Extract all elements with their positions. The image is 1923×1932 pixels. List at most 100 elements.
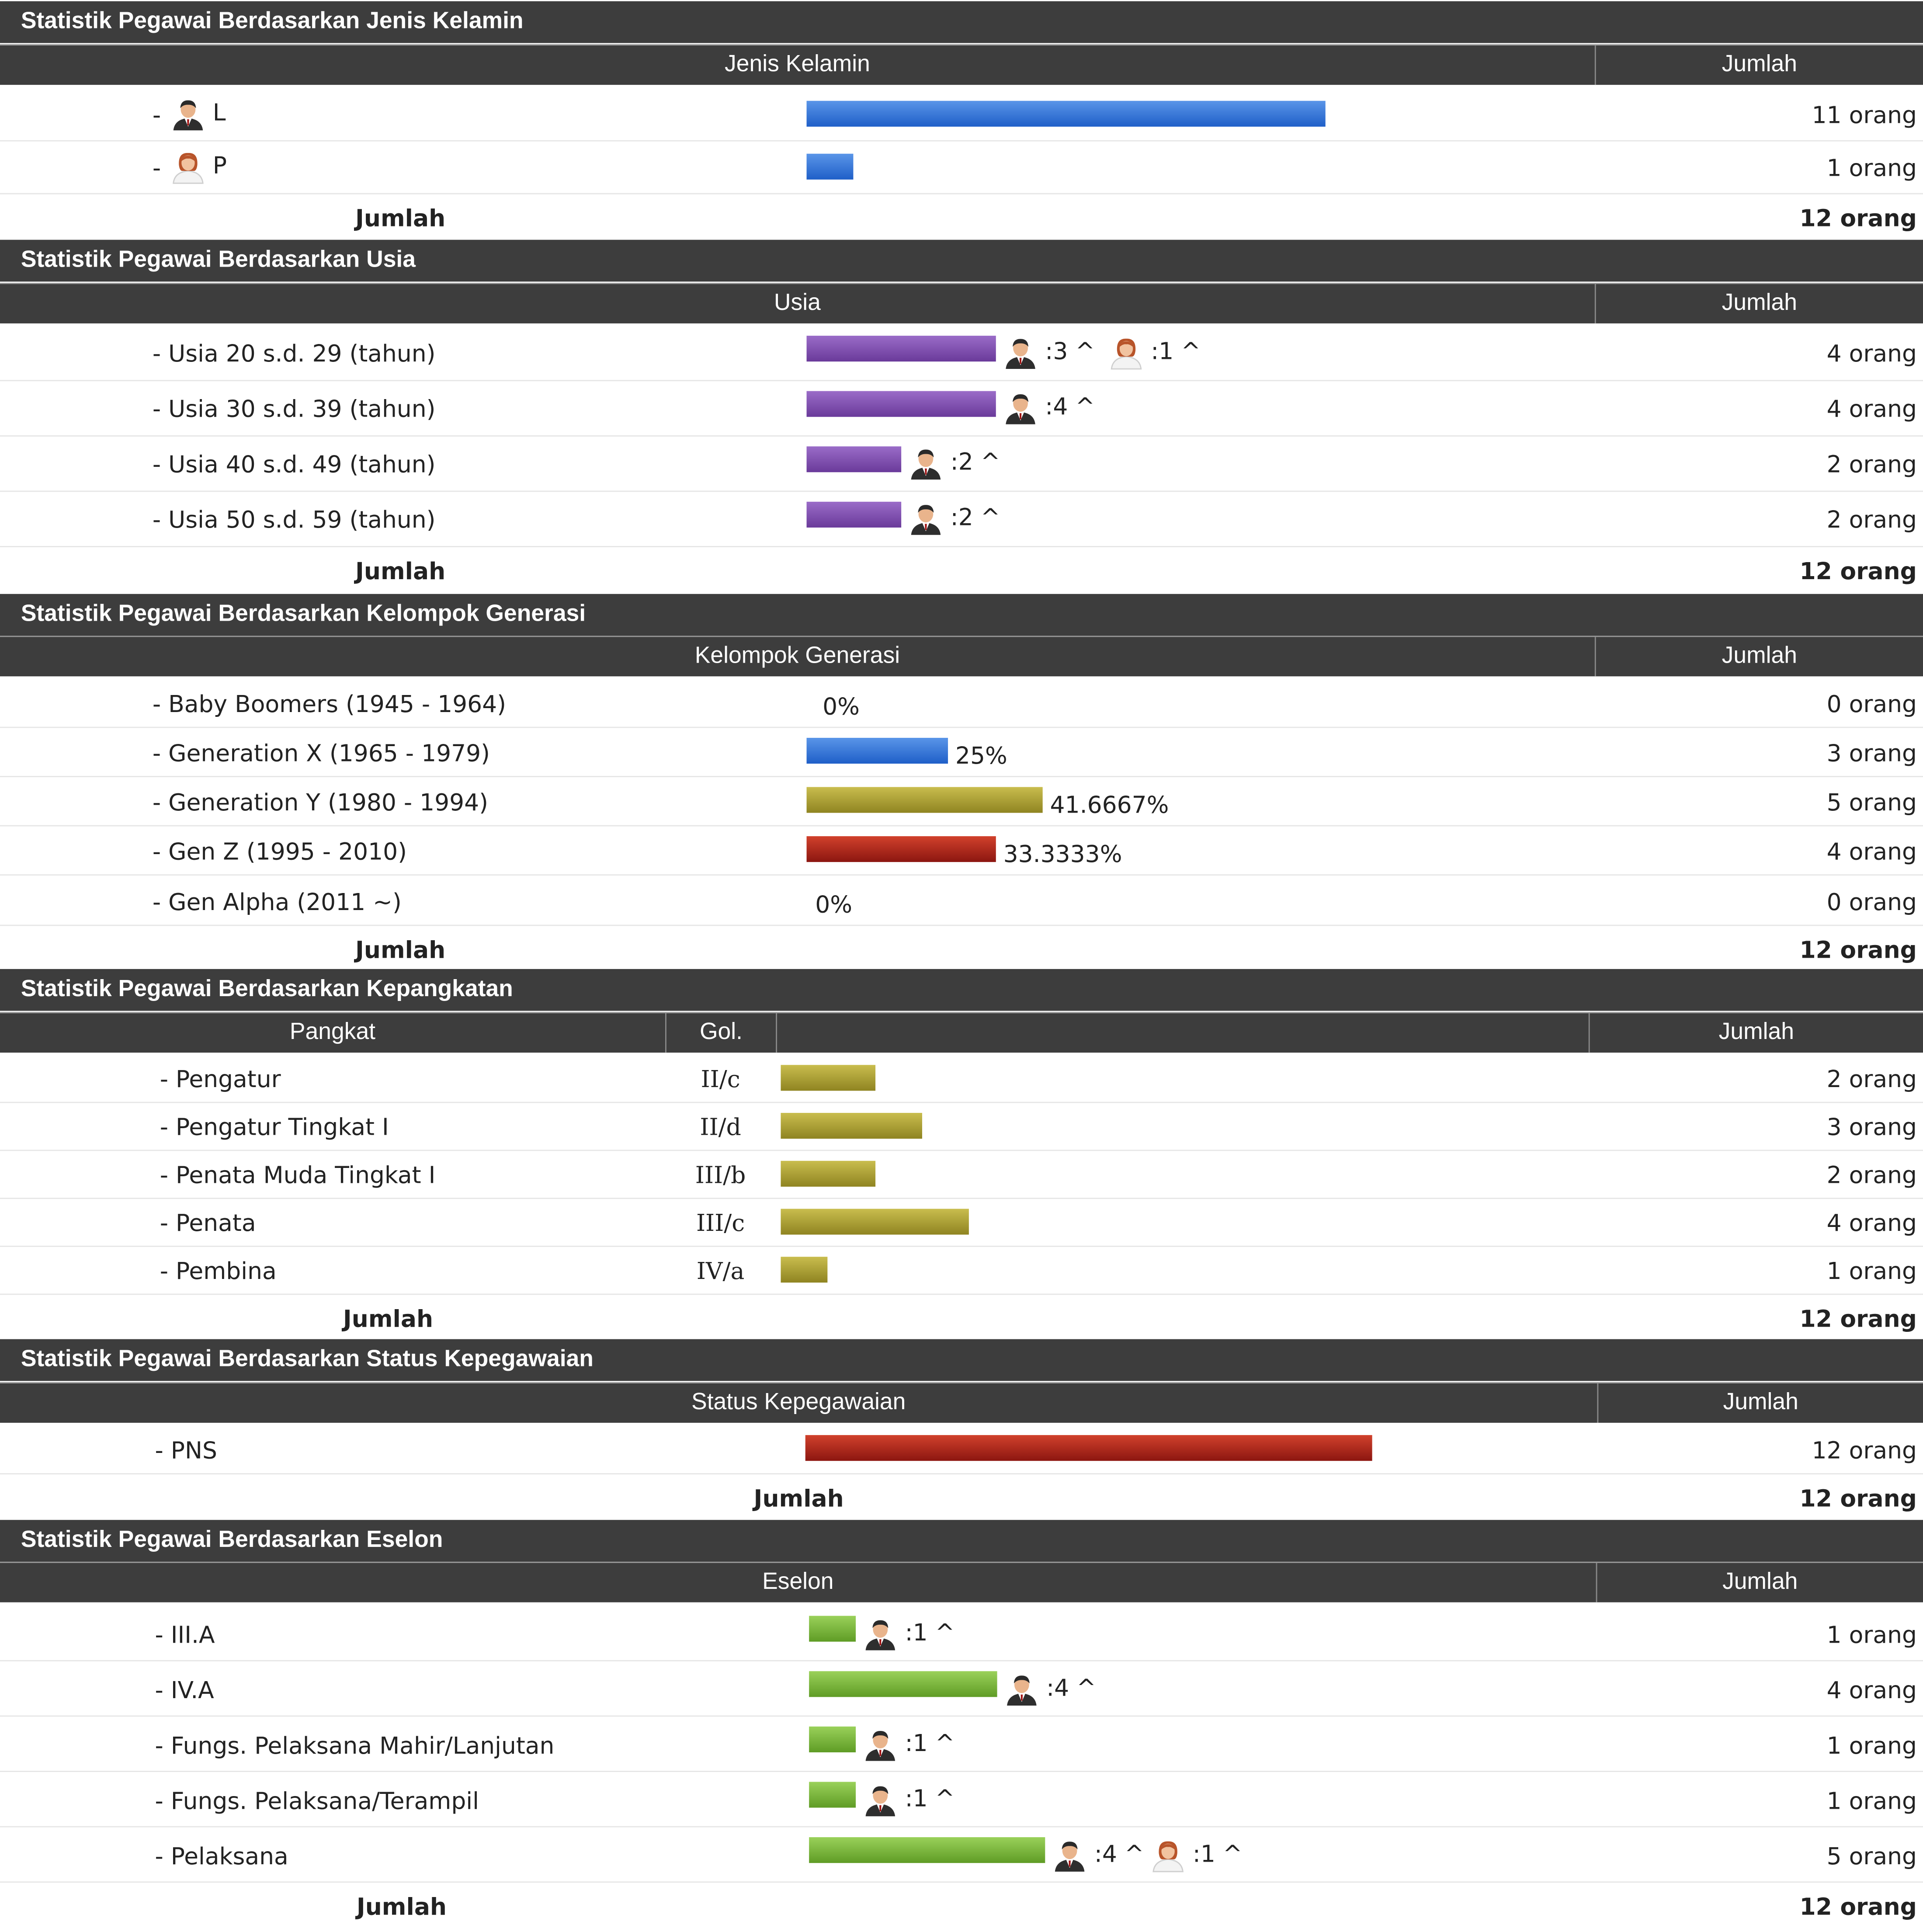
gender-label: P (212, 152, 227, 180)
male-user-icon (171, 97, 205, 132)
bar-age (806, 391, 996, 417)
male-count: :4 ^ (1094, 1841, 1144, 1868)
row-count: 3 orang (1826, 740, 1917, 768)
table-row-generation: - Gen Alpha (2011 ~) 0% 0 orang (0, 876, 1923, 926)
bar-rank (781, 1065, 876, 1091)
row-count: 0 orang (1826, 889, 1917, 916)
male-count: :2 ^ (950, 448, 1000, 476)
col-header-age: Usia (774, 290, 821, 316)
male-user-icon (1003, 336, 1038, 370)
rank-label: - Pengatur Tingkat I (160, 1114, 389, 1141)
summary-label: Jumlah (355, 205, 446, 233)
bar-eselon (809, 1782, 856, 1808)
row-count: 2 orang (1826, 1066, 1917, 1094)
table-row-gender-l: - L 11 orang (0, 87, 1923, 142)
bar-age (806, 501, 902, 528)
male-user-icon (1052, 1838, 1087, 1873)
column-divider (1588, 1013, 1590, 1053)
table-row-rank: - Penata III/c 4 orang (0, 1198, 1923, 1247)
row-count: 1 orang (1826, 1732, 1917, 1760)
male-count: :4 ^ (1045, 393, 1095, 421)
male-user-icon (863, 1617, 898, 1651)
table-row-generation: - Generation Y (1980 - 1994) 41.6667% 5 or… (0, 776, 1923, 827)
eselon-label: - IV.A (155, 1677, 214, 1705)
row-count: 2 orang (1826, 507, 1917, 534)
bar-rank (781, 1209, 969, 1235)
section-title-gender: Statistik Pegawai Berdasarkan Jenis Kela… (0, 1, 1923, 43)
table-row-eselon: - Fungs. Pelaksana Mahir/Lanjutan:1 ^ 1 o… (0, 1716, 1923, 1772)
section-title-generation: Statistik Pegawai Berdasarkan Kelompok G… (0, 594, 1923, 636)
age-label: - Usia 30 s.d. 39 (tahun) (152, 396, 436, 423)
row-count: 5 orang (1826, 789, 1917, 817)
row-count: 1 orang (1826, 155, 1917, 182)
male-user-icon (1003, 391, 1038, 426)
generation-percent: 33.3333% (1003, 841, 1122, 869)
col-header-rank: Pangkat (289, 1019, 376, 1046)
section-title-status: Statistik Pegawai Berdasarkan Status Kep… (0, 1339, 1923, 1381)
column-divider (1594, 284, 1596, 323)
table-row-age: - Usia 50 s.d. 59 (tahun):2 ^ 2 orang (0, 491, 1923, 547)
bar-rank (781, 1113, 922, 1139)
table-row-rank: - Pembina IV/a 1 orang (0, 1246, 1923, 1295)
male-user-icon (863, 1728, 898, 1762)
summary-label: Jumlah (356, 1894, 447, 1921)
summary-label: Jumlah (355, 937, 446, 964)
male-user-icon (863, 1783, 898, 1817)
bar-gender-l (806, 101, 1326, 127)
gender-label: L (212, 99, 226, 127)
bar-generation (806, 836, 996, 862)
eselon-label: - Fungs. Pelaksana/Terampil (155, 1788, 479, 1815)
rank-label: - Pembina (160, 1258, 277, 1285)
table-header-gender: Jenis Kelamin Jumlah (0, 44, 1923, 85)
table-row-age: - Usia 20 s.d. 29 (tahun):3 ^:1 ^ 4 orang (0, 325, 1923, 382)
col-header-gol: Gol. (699, 1019, 743, 1046)
bar-eselon (809, 1616, 856, 1642)
rank-label: - Penata Muda Tingkat I (160, 1162, 436, 1189)
male-count: :1 ^ (905, 1730, 955, 1758)
generation-percent: 0% (823, 693, 860, 721)
column-divider (1597, 1383, 1599, 1423)
summary-row-gender: Jumlah 12 orang (0, 195, 1923, 239)
rank-gol: IV/a (696, 1258, 745, 1285)
male-count: :1 ^ (905, 1619, 955, 1647)
generation-percent: 41.6667% (1050, 792, 1169, 819)
row-count: 2 orang (1826, 451, 1917, 479)
female-user-icon (171, 150, 205, 184)
bar-eselon (809, 1671, 997, 1697)
section-title-eselon: Statistik Pegawai Berdasarkan Eselon (0, 1520, 1923, 1562)
female-user-icon (1109, 336, 1144, 370)
table-row-generation: - Gen Z (1995 - 2010) 33.3333% 4 orang (0, 825, 1923, 876)
bar-age (806, 336, 996, 362)
section-title-rank: Statistik Pegawai Berdasarkan Kepangkata… (0, 969, 1923, 1011)
section-title-age: Statistik Pegawai Berdasarkan Usia (0, 240, 1923, 282)
row-count: 4 orang (1826, 1677, 1917, 1705)
female-user-icon (1151, 1838, 1185, 1873)
male-count: :4 ^ (1046, 1675, 1096, 1702)
rank-gol: III/b (695, 1162, 746, 1189)
bar-rank (781, 1257, 828, 1283)
row-count: 5 orang (1826, 1843, 1917, 1871)
column-divider (665, 1013, 666, 1053)
col-header-count: Jumlah (1723, 1390, 1798, 1416)
bar-gender-p (806, 153, 854, 180)
generation-label: - Baby Boomers (1945 - 1964) (152, 691, 507, 718)
column-divider (1596, 1563, 1597, 1602)
summary-total: 12 orang (1799, 1306, 1917, 1333)
table-row-eselon: - III.A:1 ^ 1 orang (0, 1605, 1923, 1661)
row-count: 1 orang (1826, 1258, 1917, 1285)
col-header-count: Jumlah (1722, 1569, 1798, 1595)
col-header-count: Jumlah (1722, 290, 1797, 316)
male-user-icon (909, 446, 943, 481)
summary-row-generation: Jumlah 12 orang (0, 926, 1923, 968)
generation-percent: 25% (955, 743, 1007, 770)
summary-label: Jumlah (355, 558, 446, 586)
row-count: 4 orang (1826, 838, 1917, 866)
table-row-eselon: - Fungs. Pelaksana/Terampil :1 ^ 1 orang (0, 1771, 1923, 1828)
summary-total: 12 orang (1799, 1485, 1917, 1513)
table-row-generation: - Generation X (1965 - 1979) 25% 3 orang (0, 727, 1923, 778)
col-header-eselon: Eselon (762, 1569, 834, 1595)
table-header-eselon: Eselon Jumlah (0, 1561, 1923, 1602)
male-count: :1 ^ (905, 1785, 955, 1813)
row-count: 1 orang (1826, 1788, 1917, 1815)
